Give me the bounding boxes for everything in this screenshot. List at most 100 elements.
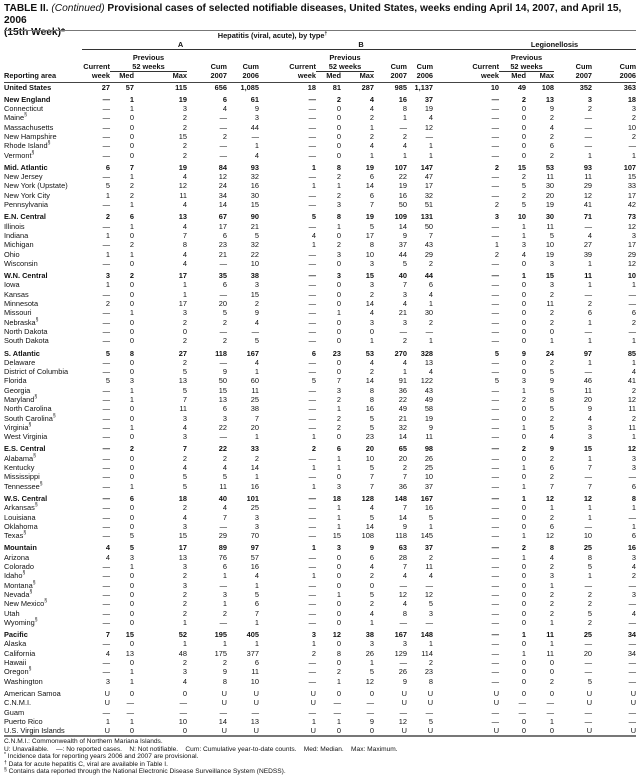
table-row: New Hampshire — 0 15 2 — — 0 2 2 — — 0 2 — 2: [4, 132, 636, 141]
value-cell: 1: [129, 667, 134, 677]
value-cell: 1: [336, 453, 341, 463]
value-cell: 32: [424, 190, 434, 200]
value-cell: 2: [254, 299, 259, 309]
value-cell: 19: [365, 212, 374, 222]
value-cell: 4: [402, 599, 407, 609]
value-cell: 4: [254, 357, 259, 367]
value-cell: 40: [398, 271, 407, 281]
cum-header: Cum: [619, 61, 637, 71]
value-cell: —: [102, 512, 110, 522]
value-cell: 7: [587, 463, 593, 473]
value-cell: U: [104, 698, 110, 708]
reporting-area-cell: Guam: [4, 707, 25, 717]
value-cell: —: [425, 617, 434, 627]
value-cell: —: [251, 707, 259, 717]
value-cell: 2: [336, 422, 341, 432]
value-cell: —: [491, 444, 500, 454]
value-cell: 2: [336, 413, 341, 423]
value-cell: —: [308, 617, 316, 627]
value-cell: —: [102, 481, 110, 491]
value-cell: 0: [129, 289, 134, 299]
value-cell: 6: [631, 308, 637, 318]
reporting-area-cell: Massachusetts: [4, 122, 54, 132]
value-cell: 405: [246, 630, 259, 640]
value-cell: 0: [549, 667, 555, 677]
table-row: Nevada§ — 0 2 3 5 — 1 5 12 12 — 0 2 2 3: [4, 589, 636, 599]
value-cell: 4: [105, 543, 110, 553]
value-cell: 38: [250, 271, 259, 281]
value-cell: 2: [369, 113, 374, 123]
value-cell: U: [407, 726, 434, 738]
title-text: Provisional cases of selected notifiable…: [4, 3, 622, 26]
value-cell: 0: [129, 571, 134, 581]
value-cell: 2: [631, 131, 637, 141]
value-cell: 12: [398, 589, 407, 599]
value-cell: 16: [250, 562, 259, 572]
reporting-area-cell: Montana§: [4, 579, 36, 590]
value-cell: 7: [105, 630, 110, 640]
value-cell: 0: [129, 521, 134, 531]
value-cell: 6: [369, 190, 374, 200]
value-cell: 2: [549, 512, 555, 522]
value-cell: 4: [254, 150, 259, 160]
value-cell: —: [628, 676, 637, 686]
value-cell: 1: [549, 639, 555, 649]
value-cell: —: [179, 698, 187, 708]
value-cell: 3: [369, 280, 374, 290]
value-cell: —: [102, 571, 110, 581]
value-cell: —: [308, 512, 316, 522]
value-cell: 175: [214, 648, 227, 658]
value-cell: 1: [428, 639, 434, 649]
value-cell: 5: [105, 181, 110, 191]
value-cell: 9: [549, 376, 555, 386]
table-row: Connecticut — 1 3 4 9 — 0 4 8 19 — 0 9 2 3: [4, 104, 636, 113]
value-cell: 41: [627, 376, 637, 386]
value-cell: 19: [545, 249, 555, 259]
value-cell: 11: [179, 190, 187, 200]
value-cell: 2: [402, 463, 407, 473]
value-cell: 1: [311, 543, 316, 553]
value-cell: 26: [365, 648, 374, 658]
value-cell: 52: [178, 630, 187, 640]
value-cell: 0: [129, 512, 134, 522]
value-cell: —: [102, 308, 110, 318]
value-cell: 0: [336, 367, 341, 377]
reporting-area-cell: Wisconsin: [4, 258, 38, 268]
value-cell: —: [491, 289, 500, 299]
value-cell: 3: [521, 240, 527, 250]
value-cell: 6: [549, 521, 555, 531]
value-cell: 4: [222, 463, 227, 473]
value-cell: 1: [521, 493, 527, 503]
value-cell: 1: [254, 367, 259, 377]
value-cell: 11: [425, 562, 434, 572]
value-cell: 60: [250, 376, 259, 386]
value-cell: 0: [336, 571, 341, 581]
weeks52-header: 52 weeks: [110, 62, 187, 72]
reporting-area-cell: Nebraska§: [4, 316, 39, 327]
value-cell: —: [102, 404, 110, 414]
region-row: E.N. Central 2 6 13 67 90 5 8 19 109 131 3 10 30 71 73: [4, 212, 636, 221]
value-cell: —: [491, 141, 500, 151]
value-cell: —: [518, 707, 527, 717]
value-cell: 0: [521, 258, 527, 268]
value-cell: 0: [129, 580, 134, 590]
value-cell: 27: [178, 348, 187, 358]
value-cell: 4: [369, 503, 374, 513]
value-cell: —: [491, 589, 500, 599]
value-cell: 15: [125, 630, 134, 640]
value-cell: —: [308, 667, 316, 677]
value-cell: 5: [311, 376, 316, 386]
value-cell: —: [584, 521, 593, 531]
value-cell: 15: [517, 162, 527, 172]
value-cell: —: [628, 639, 637, 649]
value-cell: —: [584, 667, 593, 677]
value-cell: 8: [402, 104, 407, 114]
value-cell: 6: [254, 599, 259, 609]
value-cell: 4: [428, 289, 434, 299]
value-cell: 0: [341, 726, 374, 738]
value-cell: 9: [254, 308, 259, 318]
value-cell: 3: [182, 521, 187, 531]
value-cell: —: [308, 113, 316, 123]
value-cell: 0: [521, 562, 527, 572]
value-cell: —: [308, 521, 316, 531]
